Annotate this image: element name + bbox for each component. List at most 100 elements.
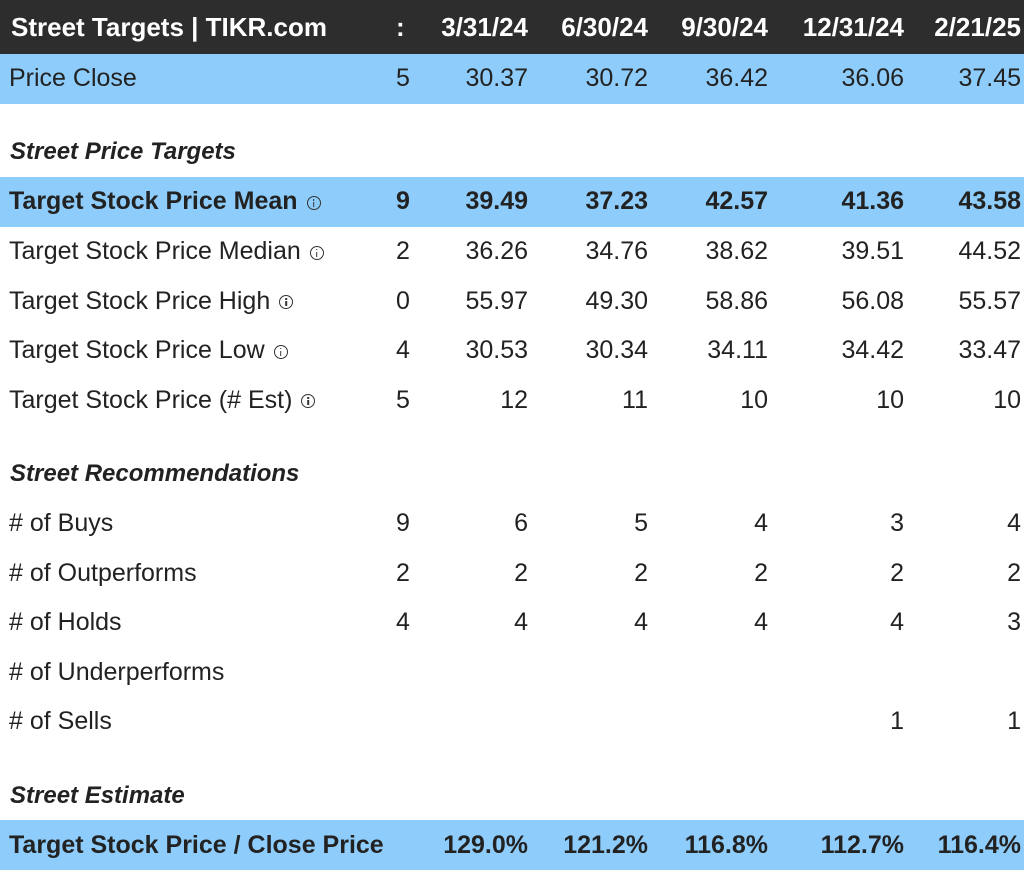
table-cell: 58.86 [705, 286, 768, 315]
table-cell: 10 [993, 385, 1021, 414]
clipped-cell: 2 [396, 237, 410, 266]
table-cell [652, 648, 768, 698]
table-cell: 6 [514, 509, 528, 538]
sells-row: # of Sells 1 1 [0, 697, 1024, 747]
table-cell: 112.7% [820, 830, 904, 859]
table-cell: 30.37 [465, 64, 528, 93]
table-cell: 42.57 [705, 187, 768, 216]
info-icon[interactable] [306, 195, 321, 210]
table-cell: 1 [1007, 707, 1021, 736]
row-label: # of Sells [9, 707, 112, 736]
holds-row: # of Holds 4 4 4 4 4 3 [0, 598, 1024, 648]
row-label-cell: Target Stock Price (# Est) [9, 376, 401, 426]
section-title: Street Recommendations [10, 459, 300, 487]
table-cell: 11 [622, 385, 648, 414]
table-cell: 36.26 [465, 237, 528, 266]
table-cell: 30.34 [585, 336, 648, 365]
row-label: # of Underperforms [9, 657, 225, 686]
row-label: Target Stock Price High [9, 286, 271, 315]
table-cell: 33.47 [958, 336, 1021, 365]
table-cell: 4 [1007, 509, 1021, 538]
table-cell: 34.42 [841, 336, 904, 365]
target-median-row: Target Stock Price Median 2 36.26 34.76 … [0, 227, 1024, 277]
info-icon[interactable] [279, 295, 294, 310]
row-label: Target Stock Price (# Est) [9, 385, 293, 414]
target-est-count-row: Target Stock Price (# Est) 5 12 11 10 10… [0, 376, 1024, 426]
table-cell: 34.11 [707, 336, 768, 365]
column-header-date[interactable]: 2/21/25 [934, 11, 1021, 42]
table-cell: 116.8% [684, 830, 768, 859]
table-cell: 2 [1007, 558, 1021, 587]
table-cell: 10 [876, 385, 904, 414]
clipped-cell: 4 [396, 608, 410, 637]
table-cell: 37.23 [585, 187, 648, 216]
table-cell: 41.36 [841, 187, 904, 216]
table-cell: 2 [890, 558, 904, 587]
spacer [0, 104, 1024, 128]
table-cell: 38.62 [705, 237, 768, 266]
row-label: Price Close [9, 64, 137, 93]
table-cell: 30.53 [465, 336, 528, 365]
table-cell: 10 [740, 385, 768, 414]
table-cell: 121.2% [563, 830, 648, 859]
clipped-cell: 9 [396, 509, 410, 538]
table-cell: 129.0% [443, 830, 528, 859]
table-cell: 2 [514, 558, 528, 587]
table-cell: 39.49 [465, 187, 528, 216]
column-header-date[interactable]: 12/31/24 [802, 11, 904, 42]
section-heading-estimate: Street Estimate [0, 771, 1024, 821]
column-header-date[interactable]: 6/30/24 [561, 11, 648, 42]
table-cell: 2 [754, 558, 768, 587]
buys-row: # of Buys 9 6 5 4 3 4 [0, 499, 1024, 549]
table-cell: 36.06 [841, 64, 904, 93]
column-header-date[interactable]: 3/31/24 [441, 11, 528, 42]
target-high-row: Target Stock Price High 0 55.97 49.30 58… [0, 276, 1024, 326]
row-label: Target Stock Price Median [9, 237, 301, 266]
table-cell: 34.76 [585, 237, 648, 266]
table-cell: 3 [1007, 608, 1021, 637]
table-header-row: Street Targets | TIKR.com : 3/31/24 6/30… [0, 0, 1024, 54]
table-cell: 44.52 [958, 237, 1021, 266]
table-cell [412, 697, 528, 747]
spacer [0, 747, 1024, 771]
price-close-row: Price Close 5 30.37 30.72 36.42 36.06 37… [0, 54, 1024, 104]
table-cell: 5 [634, 509, 648, 538]
row-label: # of Holds [9, 608, 122, 637]
info-icon[interactable] [309, 245, 324, 260]
row-label-cell: Target Stock Price Mean [9, 177, 401, 227]
clipped-column-header: : [396, 11, 405, 42]
table-cell: 4 [890, 608, 904, 637]
info-icon[interactable] [301, 394, 316, 409]
section-title: Street Price Targets [10, 138, 236, 166]
row-label-cell: Target Stock Price Median [9, 227, 401, 277]
table-cell: 30.72 [585, 64, 648, 93]
row-label: Target Stock Price / Close Price [9, 830, 384, 859]
clipped-cell: 9 [396, 187, 410, 216]
clipped-cell: 2 [396, 558, 410, 587]
section-heading-price-targets: Street Price Targets [0, 128, 1024, 178]
table-cell [788, 648, 904, 698]
table-cell [652, 697, 768, 747]
table-cell: 56.08 [841, 286, 904, 315]
row-label-cell: Target Stock Price Low [9, 326, 401, 376]
section-heading-recommendations: Street Recommendations [0, 449, 1024, 499]
clipped-cell [396, 648, 412, 698]
row-label-cell: Target Stock Price High [9, 276, 401, 326]
underperforms-row: # of Underperforms [0, 648, 1024, 698]
table-cell: 43.58 [958, 187, 1021, 216]
table-title: Street Targets | TIKR.com [11, 11, 327, 42]
info-icon[interactable] [273, 344, 288, 359]
table-cell: 3 [890, 509, 904, 538]
section-title: Street Estimate [10, 781, 185, 809]
table-cell: 4 [754, 509, 768, 538]
table-cell [412, 648, 528, 698]
clipped-cell: 0 [396, 286, 410, 315]
spacer [0, 425, 1024, 449]
table-cell [532, 648, 648, 698]
row-label: Target Stock Price Low [9, 336, 265, 365]
table-cell: 39.51 [841, 237, 904, 266]
table-cell: 55.97 [465, 286, 528, 315]
clipped-cell: 5 [396, 385, 410, 414]
column-header-date[interactable]: 9/30/24 [681, 11, 768, 42]
